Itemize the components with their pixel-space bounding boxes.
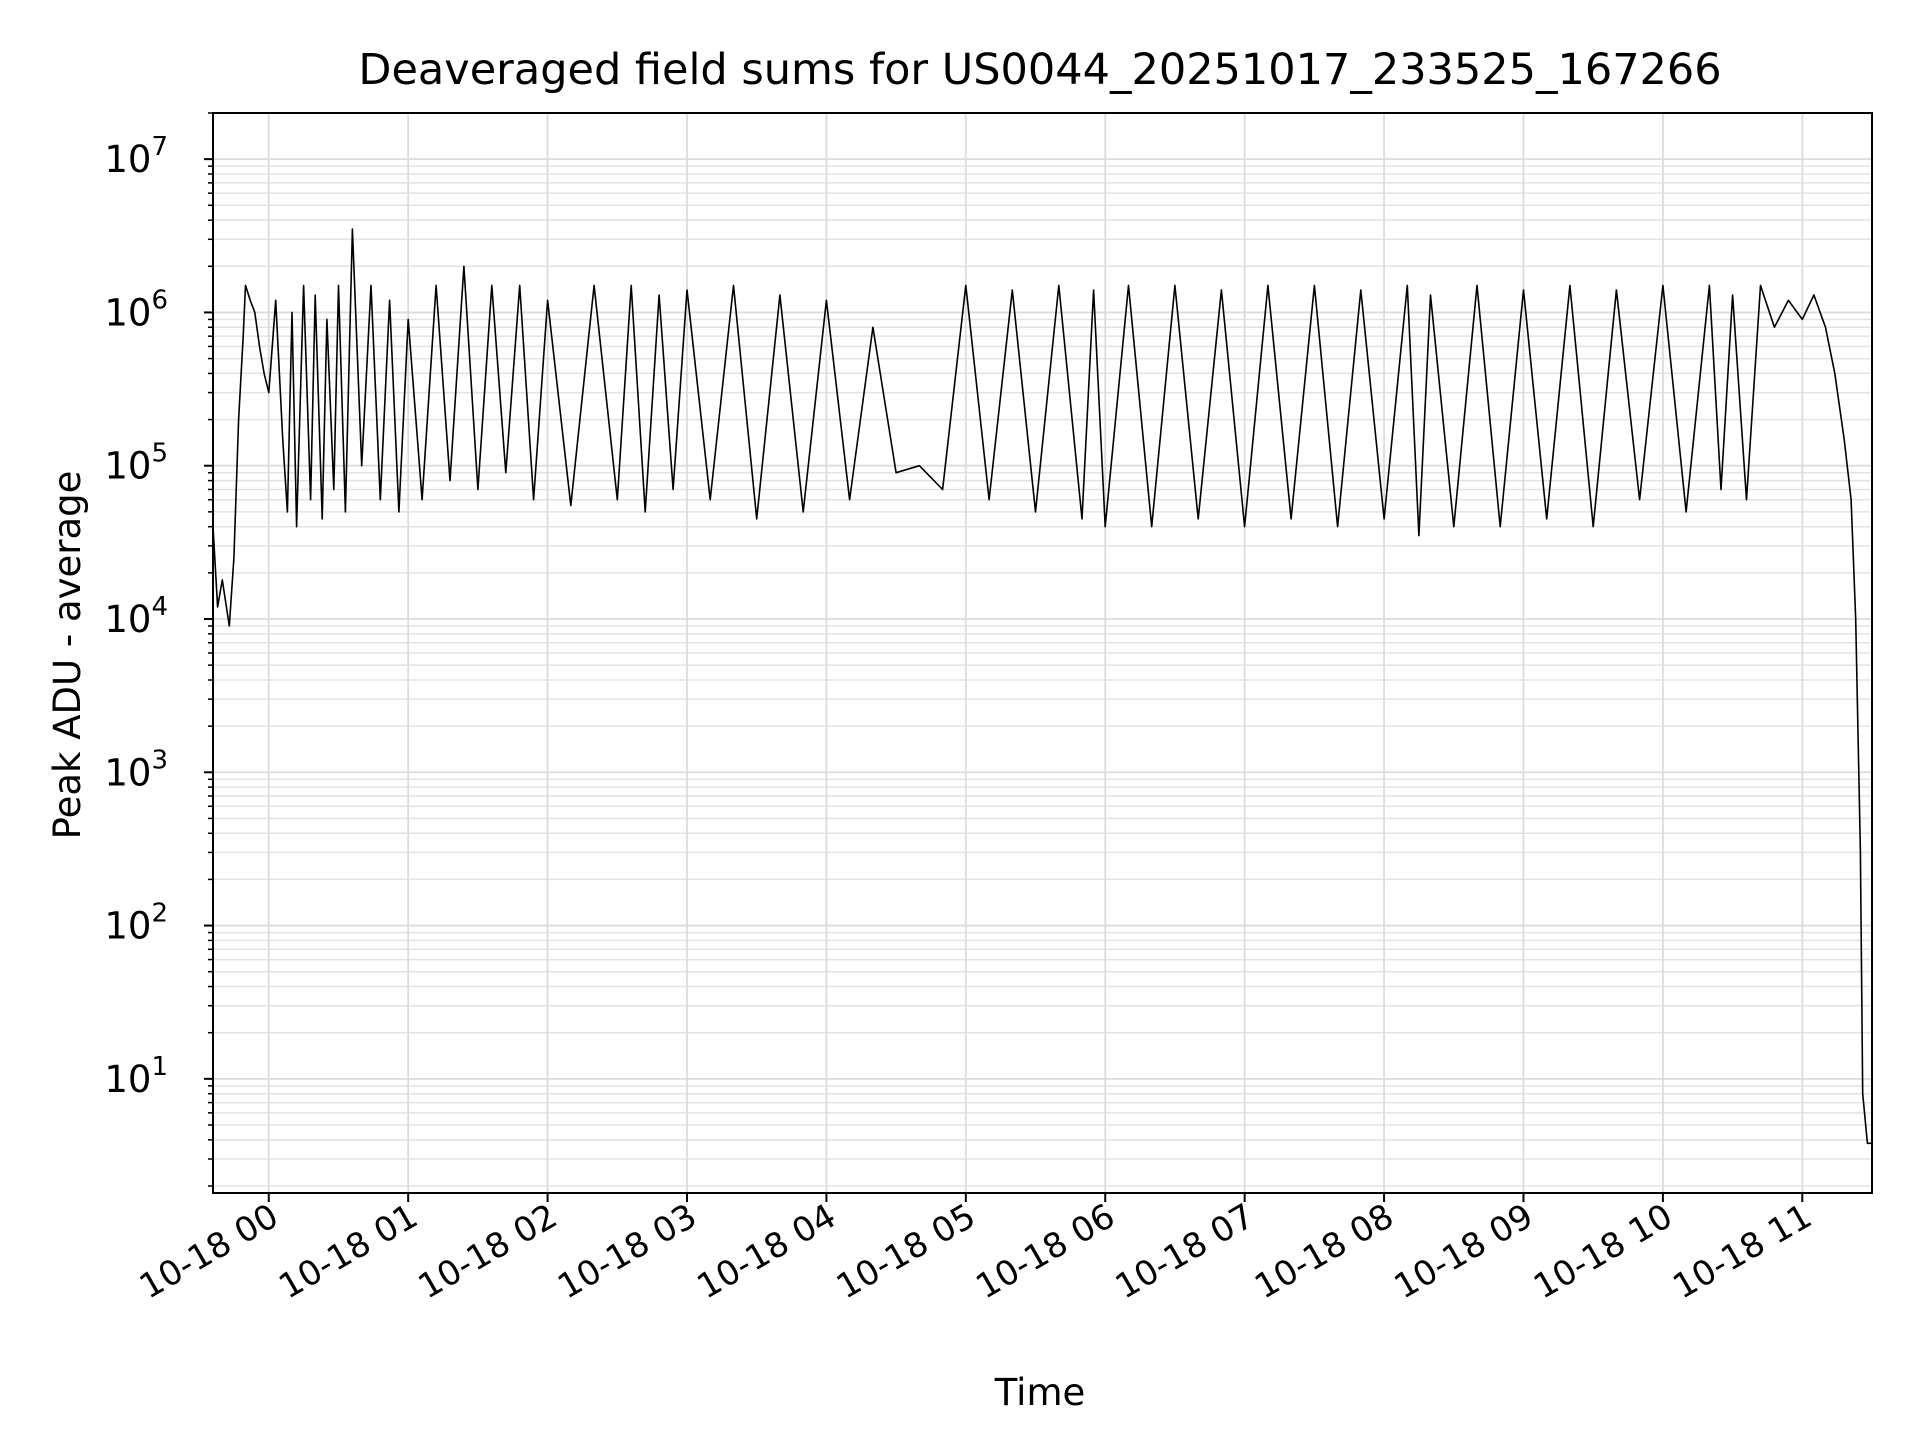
y-tick-label-exponent: 6 [151, 285, 168, 315]
x-tick-label: 10-18 05 [830, 1196, 982, 1307]
y-tick-label-base: 10 [104, 291, 151, 334]
y-tick-label: 101 [104, 1052, 168, 1101]
y-axis-label: Peak ADU - average [46, 471, 89, 840]
x-tick-label: 10-18 00 [133, 1196, 285, 1307]
y-tick-label: 105 [104, 439, 168, 488]
y-tick-label-base: 10 [104, 1058, 151, 1101]
y-tick-label-exponent: 2 [151, 899, 168, 929]
minor-grid [213, 112, 1872, 1187]
x-tick-label: 10-18 06 [969, 1196, 1121, 1307]
x-tick-label: 10-18 07 [1109, 1196, 1261, 1307]
y-tick-label-exponent: 3 [151, 745, 168, 775]
y-tick-label-base: 10 [104, 445, 151, 488]
y-tick-label: 104 [104, 592, 168, 641]
y-tick-label-base: 10 [104, 138, 151, 181]
x-tick-label: 10-18 04 [691, 1196, 843, 1307]
y-tick-label: 102 [104, 899, 168, 948]
y-tick-label: 107 [104, 132, 168, 181]
major-grid [213, 113, 1872, 1193]
y-tick-label: 103 [104, 745, 168, 794]
y-tick-label-exponent: 4 [151, 592, 168, 622]
x-tick-label: 10-18 08 [1248, 1196, 1400, 1307]
series-line [212, 228, 1872, 1145]
y-tick-label-exponent: 1 [151, 1052, 168, 1082]
x-tick-label: 10-18 10 [1527, 1196, 1679, 1307]
y-tick-label-exponent: 5 [151, 439, 168, 469]
y-tick-label-base: 10 [104, 598, 151, 641]
series-layer [212, 228, 1872, 1145]
x-tick-label: 10-18 03 [551, 1196, 703, 1307]
x-tick-label: 10-18 11 [1666, 1196, 1818, 1307]
x-tick-label: 10-18 02 [412, 1196, 564, 1307]
x-tick-label: 10-18 09 [1388, 1196, 1540, 1307]
y-tick-label-exponent: 7 [151, 132, 168, 162]
y-tick-label: 106 [104, 285, 168, 334]
y-tick-label-base: 10 [104, 905, 151, 948]
x-tick-label: 10-18 01 [272, 1196, 424, 1307]
chart-title: Deaveraged field sums for US0044_2025101… [358, 45, 1721, 95]
y-tick-label-base: 10 [104, 751, 151, 794]
x-axis-label: Time [994, 1371, 1086, 1414]
